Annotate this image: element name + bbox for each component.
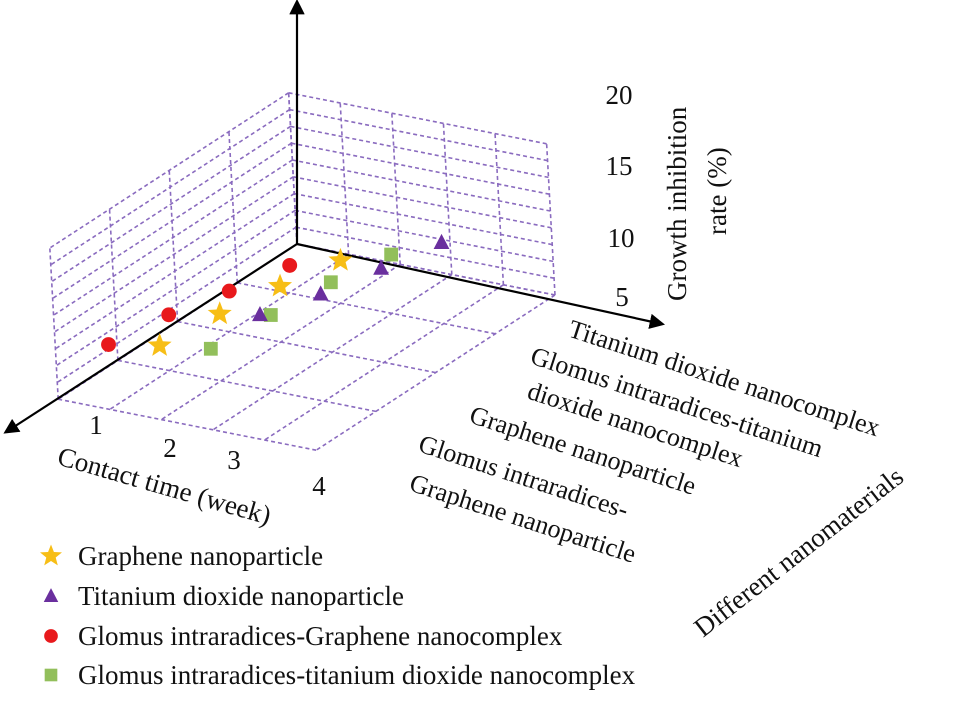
data-point-circle [221, 283, 237, 299]
data-point-star [268, 273, 293, 297]
data-point-square [203, 341, 218, 356]
data-point-square [263, 308, 278, 322]
back-wall-grid-line [442, 123, 453, 275]
floor-grid-line [315, 294, 556, 451]
side-wall-grid-line [55, 209, 296, 367]
back-wall-grid-line [290, 125, 549, 179]
y-axis-line [296, 242, 666, 329]
side-wall-grid-line [228, 131, 239, 283]
z-tick-label: 10 [608, 223, 635, 253]
z-tick-label: 15 [606, 151, 633, 181]
back-wall-grid-line [295, 226, 555, 279]
legend-item: Glomus intraradices-titanium dioxide nan… [44, 660, 636, 690]
back-wall-grid-line [292, 159, 551, 212]
side-wall-grid-line [50, 108, 290, 266]
z-axis-title-line: Growth inhibition [662, 106, 692, 301]
floor-grid-line [212, 273, 453, 431]
floor-grid-line [117, 359, 377, 413]
legend-marker-star [40, 544, 62, 566]
legend-item: Titanium dioxide nanoparticle [43, 581, 404, 611]
z-axis-title-line: rate (%) [702, 147, 732, 235]
data-point-circle [161, 307, 177, 323]
back-wall-grid-line [391, 113, 401, 265]
data-point-triangle [433, 233, 450, 250]
side-wall-grid-line [54, 192, 295, 350]
back-wall-grid-line [294, 209, 554, 263]
back-wall-grid-line [339, 102, 350, 255]
data-point-triangle [373, 259, 390, 275]
data-point-square [323, 275, 338, 290]
back-wall-grid-line [288, 92, 547, 145]
side-wall-grid-line [56, 226, 297, 384]
x-axis-line [3, 243, 298, 434]
legend-marker-circle [44, 629, 58, 643]
floor-grid-line [177, 320, 436, 374]
chart-axes [3, 0, 666, 434]
chart-marks [101, 233, 450, 356]
legend-item: Graphene nanoparticle [40, 541, 323, 571]
floor-grid-line [58, 398, 317, 451]
back-wall-grid-line [291, 142, 550, 195]
legend-label: Titanium dioxide nanoparticle [78, 581, 404, 611]
back-wall-grid-line [294, 192, 553, 246]
back-wall-grid-line [289, 108, 548, 162]
legend-marker-square [44, 668, 58, 682]
side-wall-grid-line [51, 125, 291, 283]
x-tick-label: 3 [227, 445, 241, 475]
side-wall-grid-line [54, 176, 294, 333]
legend-marker-triangle [43, 588, 59, 602]
data-point-circle [101, 337, 116, 352]
chart-legend: Graphene nanoparticle Titanium dioxide na… [40, 541, 636, 690]
floor-grid-line [160, 263, 401, 421]
legend-label: Glomus intraradices-Graphene nanocomplex [78, 621, 563, 651]
x-tick-label: 2 [163, 433, 177, 463]
side-wall-grid-line [52, 142, 292, 300]
legend-item: Glomus intraradices-Graphene nanocomplex [44, 621, 563, 651]
side-wall-grid-line [287, 92, 298, 245]
side-wall-grid-line [108, 209, 119, 361]
legend-label: Graphene nanoparticle [78, 541, 323, 571]
data-point-star [328, 247, 353, 271]
data-point-triangle [252, 305, 268, 322]
floor-grid-line [264, 284, 504, 441]
data-point-circle [282, 257, 298, 273]
back-wall-grid-line [494, 133, 505, 285]
z-tick-label: 5 [615, 282, 629, 312]
data-point-triangle [312, 285, 329, 301]
back-wall-grid-line [545, 143, 556, 296]
side-wall-grid-line [49, 92, 290, 249]
chart-grid [49, 92, 556, 451]
data-point-star [207, 301, 232, 325]
data-point-star [147, 333, 172, 356]
floor-grid-line [109, 253, 350, 411]
side-wall-grid-line [49, 247, 59, 400]
side-wall-grid-line [53, 159, 293, 316]
legend-label: Glomus intraradices-titanium dioxide nan… [78, 660, 636, 690]
x-tick-label: 1 [89, 410, 103, 440]
data-point-square [384, 247, 399, 262]
x-tick-label: 4 [312, 471, 326, 501]
y-axis-title: Different nanomaterials [688, 461, 909, 643]
z-tick-label: 20 [606, 80, 633, 110]
back-wall-grid-line [293, 176, 552, 229]
side-wall-grid-line [168, 170, 179, 322]
